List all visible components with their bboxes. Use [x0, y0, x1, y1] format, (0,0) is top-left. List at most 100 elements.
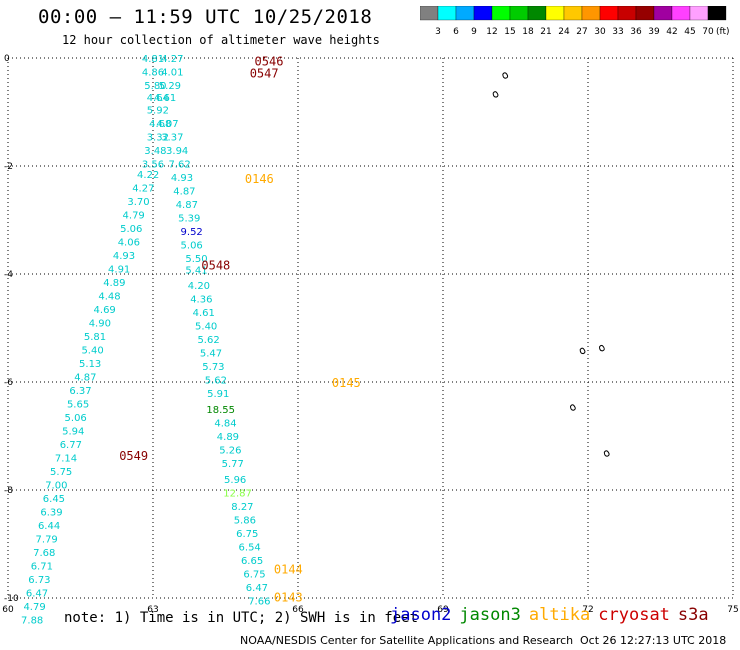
pass-time-label: 0549	[119, 449, 148, 463]
wave-height-label: 3.70	[127, 197, 149, 208]
wave-height-label: 5.62	[197, 335, 219, 346]
wave-height-label: 4.81	[142, 54, 164, 65]
wave-height-label: 5.41	[185, 266, 207, 277]
wave-height-label: 6.47	[246, 583, 268, 594]
colorbar-label: 18	[522, 27, 534, 37]
pass-time-label: 0146	[245, 172, 274, 186]
pass-time-label: 0144	[274, 562, 303, 576]
wave-height-label: 5.81	[84, 332, 106, 343]
chart-title: 00:00 — 11:59 UTC 10/25/2018	[38, 6, 373, 28]
wave-height-label: 7.68	[33, 548, 55, 559]
wave-height-label: 5.65	[67, 400, 89, 411]
wave-height-label: 4.84	[214, 419, 236, 430]
wave-height-label: 6.47	[26, 589, 48, 600]
y-tick-label: 0	[4, 54, 10, 64]
wave-height-label: 5.29	[159, 81, 181, 92]
wave-height-label: 6.45	[43, 494, 65, 505]
wave-height-label: 5.06	[65, 413, 87, 424]
island-outline	[569, 404, 576, 411]
wave-height-label: 3.56	[142, 159, 164, 170]
wave-height-label: 4.68	[149, 119, 171, 130]
chart-subtitle: 12 hour collection of altimeter wave hei…	[62, 33, 380, 47]
wave-height-label: 4.87	[173, 186, 195, 197]
pass-time-label: 0547	[250, 67, 279, 81]
colorbar-label: 6	[453, 27, 459, 37]
wave-height-label: 4.87	[176, 200, 198, 211]
colorbar-label: 45	[684, 27, 695, 37]
wave-height-label: 4.22	[137, 170, 159, 181]
wave-height-label: 6.75	[243, 570, 265, 581]
wave-height-label: 5.13	[79, 359, 101, 370]
colorbar-unit: (ft)	[716, 27, 730, 37]
wave-height-label: 5.92	[147, 105, 169, 116]
island-outline	[492, 91, 499, 98]
wave-height-label: 5.26	[219, 446, 241, 457]
x-tick-label: 60	[2, 605, 14, 615]
wave-height-label: 7.79	[36, 535, 58, 546]
wave-height-label: 5.91	[207, 389, 229, 400]
wave-height-label: 5.40	[195, 321, 217, 332]
wave-height-label: 4.27	[132, 184, 154, 195]
pass-time-label: 0546	[255, 55, 284, 69]
island-outline	[502, 72, 509, 79]
legend-entry-jason3: jason3	[459, 605, 521, 625]
wave-height-label: 6.71	[31, 562, 53, 573]
wave-height-label: 6.39	[40, 508, 62, 519]
wave-height-label: 4.36	[190, 294, 212, 305]
wave-height-label: 5.47	[200, 348, 222, 359]
y-tick-label: -4	[4, 270, 13, 280]
pass-time-label: 0143	[274, 590, 303, 604]
wave-height-label: 5.06	[181, 240, 203, 251]
colorbar-label: 70	[702, 27, 714, 37]
wave-height-label: 7.62	[168, 159, 190, 170]
wave-height-label: 4.79	[23, 602, 45, 613]
legend-entry-s3a: s3a	[677, 605, 709, 625]
footer-note: note: 1) Time is in UTC; 2) SWH is in fe…	[64, 610, 419, 626]
wave-height-label: 4.27	[161, 54, 183, 65]
wave-height-label: 7.00	[45, 481, 67, 492]
wave-height-label: 4.90	[89, 319, 111, 330]
wave-height-label: 4.61	[154, 93, 176, 104]
x-tick-label: 75	[727, 605, 738, 615]
wave-height-label: 5.75	[50, 467, 72, 478]
colorbar-label: 12	[486, 27, 497, 37]
wave-height-label: 4.01	[161, 68, 183, 79]
wave-height-label: 5.39	[178, 213, 200, 224]
y-tick-label: -10	[4, 594, 19, 604]
wave-height-label: 18.55	[206, 405, 235, 416]
wave-height-label: 7.66	[248, 597, 270, 608]
credit-text: NOAA/NESDIS Center for Satellite Applica…	[240, 634, 574, 647]
wave-height-label: 6.77	[60, 440, 82, 451]
satellite-legend: jason2 jason3 altika cryosat s3a	[390, 605, 717, 625]
wave-height-label: 6.37	[69, 386, 91, 397]
wave-height-label: 4.06	[118, 238, 140, 249]
wave-height-label: 6.65	[241, 556, 263, 567]
colorbar-label: 30	[594, 27, 606, 37]
colorbar-label: 9	[471, 27, 477, 37]
colorbar-label: 39	[648, 27, 660, 37]
wave-height-label: 5.50	[185, 254, 207, 265]
generated-timestamp: Oct 26 12:27:13 UTC 2018	[580, 634, 727, 647]
legend-entry-altika: altika	[528, 605, 591, 625]
wave-height-label: 5.94	[62, 427, 84, 438]
wave-height-label: 5.40	[81, 346, 103, 357]
x-tick-label: 69	[437, 605, 449, 615]
wave-height-label: 4.61	[193, 308, 215, 319]
wave-height-label: 4.20	[188, 281, 210, 292]
wave-height-label: 6.54	[239, 543, 261, 554]
colorbar-label: 3	[435, 27, 441, 37]
wave-height-label: 4.86	[142, 68, 164, 79]
wave-height-label: 5.86	[234, 516, 256, 527]
wave-height-label: 5.96	[224, 475, 246, 486]
wave-height-label: 4.79	[123, 211, 145, 222]
island-outline	[579, 347, 586, 355]
colorbar-label: 36	[630, 27, 642, 37]
wave-height-label: 5.62	[205, 375, 227, 386]
wave-height-label: 5.80	[144, 81, 166, 92]
wave-height-label: 4.69	[94, 305, 116, 316]
wave-height-label: 4.91	[108, 265, 130, 276]
colorbar-label: 24	[558, 27, 570, 37]
wave-height-label: 9.52	[181, 227, 203, 238]
colorbar-swatch	[707, 6, 727, 21]
